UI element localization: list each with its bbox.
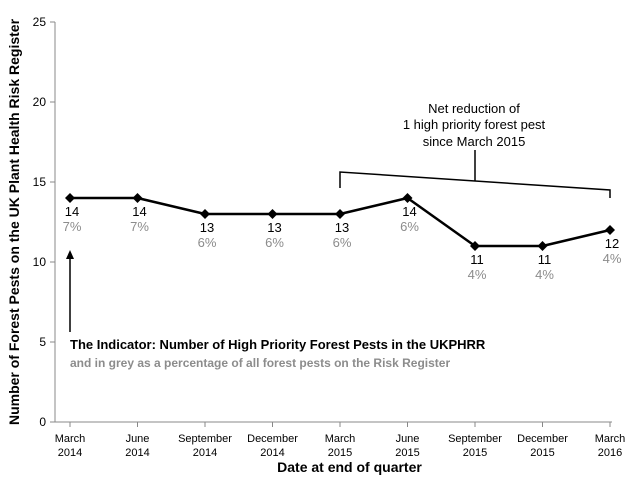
- y-tick-label: 25: [33, 15, 47, 29]
- y-tick-label: 0: [39, 415, 46, 429]
- x-tick-label: March 2014: [55, 433, 86, 459]
- indicator-legend: The Indicator: Number of High Priority F…: [66, 250, 486, 370]
- data-percent-label: 4%: [603, 251, 622, 266]
- data-percent-label: 7%: [130, 219, 149, 234]
- y-axis-title: Number of Forest Pests on the UK Plant H…: [6, 18, 22, 425]
- data-point-marker: [470, 241, 480, 251]
- x-tick-label: March 2016: [595, 433, 626, 459]
- data-value-label: 14: [132, 204, 146, 219]
- x-tick-label-line: 2014: [58, 447, 82, 459]
- x-tick-label: September 2014: [178, 433, 232, 459]
- x-tick-label-line: 2014: [193, 447, 217, 459]
- data-percent-label: 4%: [468, 267, 487, 282]
- data-percent-label: 6%: [400, 219, 419, 234]
- data-percent-label: 4%: [535, 267, 554, 282]
- annotation-bracket: [339, 150, 611, 198]
- x-tick-label: March 2015: [325, 433, 356, 459]
- x-tick-label-line: December: [247, 433, 298, 445]
- data-value-label: 12: [605, 236, 619, 251]
- x-tick-label: December 2014: [247, 433, 298, 459]
- data-percent-label: 6%: [198, 235, 217, 250]
- data-value-label: 13: [267, 220, 281, 235]
- data-point-marker: [267, 209, 278, 219]
- x-axis-ticks: March 2014 June 2014 September 2014 December 20…: [55, 422, 626, 459]
- data-point-marker: [537, 241, 548, 251]
- x-tick-label-line: 2015: [395, 447, 419, 459]
- data-percent-label: 6%: [265, 235, 284, 250]
- data-value-label: 14: [402, 204, 416, 219]
- x-tick-label-line: 2015: [328, 447, 352, 459]
- data-value-label: 13: [200, 220, 214, 235]
- data-percent-label: 6%: [333, 235, 352, 250]
- indicator-arrow-head: [66, 250, 74, 259]
- data-point-marker: [132, 193, 143, 203]
- x-tick-label: September 2015: [448, 433, 502, 459]
- annotation-line: since March 2015: [423, 134, 526, 149]
- x-tick-label-line: 2014: [125, 447, 149, 459]
- x-tick-label-line: March: [325, 433, 356, 445]
- x-tick-label-line: March: [595, 433, 626, 445]
- data-value-label: 13: [335, 220, 349, 235]
- x-tick-label-line: September: [178, 433, 232, 445]
- y-tick-label: 10: [33, 255, 47, 269]
- axes: [54, 22, 612, 423]
- x-tick-label-line: 2015: [463, 447, 487, 459]
- data-value-label: 14: [65, 204, 79, 219]
- y-tick-label: 15: [33, 175, 47, 189]
- x-tick-label: December 2015: [517, 433, 568, 459]
- x-tick-label-line: 2015: [530, 447, 554, 459]
- y-axis-ticks: 0 5 10 15 20 25: [33, 15, 55, 429]
- data-value-label: 11: [470, 252, 484, 267]
- legend-main-text: The Indicator: Number of High Priority F…: [70, 337, 486, 352]
- x-axis-title: Date at end of quarter: [277, 459, 422, 475]
- annotation-line: 1 high priority forest pest: [403, 117, 546, 132]
- data-value-label: 11: [538, 252, 552, 267]
- series: 147%147% 136%136%136%146%114%114%124%: [63, 193, 622, 282]
- y-tick-label: 20: [33, 95, 47, 109]
- x-tick-label-line: December: [517, 433, 568, 445]
- x-tick-label-line: March: [55, 433, 86, 445]
- data-point-marker: [605, 225, 615, 235]
- x-tick-label: June 2015: [395, 433, 419, 459]
- data-point-marker: [200, 209, 210, 219]
- x-tick-label-line: September: [448, 433, 502, 445]
- annotation-line: Net reduction of: [428, 101, 520, 116]
- x-tick-label-line: 2014: [260, 447, 284, 459]
- data-point-marker: [335, 209, 345, 219]
- legend-sub-text: and in grey as a percentage of all fores…: [70, 356, 450, 370]
- x-tick-label-line: June: [126, 433, 150, 445]
- annotation: Net reduction of1 high priority forest p…: [403, 101, 546, 149]
- x-tick-label-line: 2016: [598, 447, 622, 459]
- data-point-marker: [65, 193, 75, 203]
- data-point-marker: [402, 193, 413, 203]
- y-tick-label: 5: [39, 335, 46, 349]
- x-tick-label: June 2014: [125, 433, 149, 459]
- data-percent-label: 7%: [63, 219, 82, 234]
- x-tick-label-line: June: [396, 433, 420, 445]
